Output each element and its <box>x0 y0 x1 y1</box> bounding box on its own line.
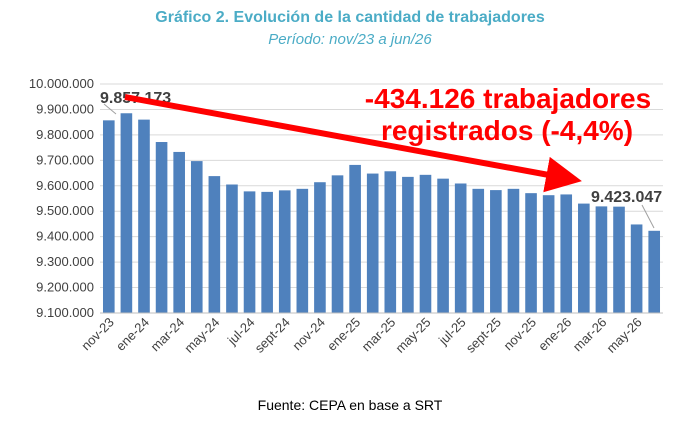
bar <box>314 182 326 313</box>
x-tick-label: ene-24 <box>113 315 152 354</box>
bar <box>243 191 256 313</box>
bar <box>595 206 608 313</box>
x-tick-label: sept-24 <box>252 315 293 356</box>
y-tick-label: 9.700.000 <box>36 152 94 167</box>
bar <box>507 188 520 313</box>
bars <box>102 113 661 313</box>
chart-title: Gráfico 2. Evolución de la cantidad de t… <box>155 9 545 26</box>
last-label-leader <box>641 204 655 229</box>
bar <box>560 194 573 313</box>
bar <box>190 161 203 313</box>
x-tick-label: ene-26 <box>535 315 574 354</box>
bar <box>490 190 502 313</box>
bar <box>613 206 625 313</box>
x-tick-label: mar-26 <box>570 315 610 355</box>
bar <box>261 191 273 313</box>
bar <box>384 171 397 313</box>
bar <box>454 183 467 313</box>
x-tick-label: may-25 <box>392 315 433 356</box>
bar <box>349 164 361 313</box>
x-tick-label: mar-25 <box>359 315 399 355</box>
bar <box>278 190 291 313</box>
decline-callout-line1: -434.126 trabajadores <box>365 83 651 114</box>
bar <box>648 230 661 313</box>
bar <box>208 176 221 313</box>
x-tick-label: nov-25 <box>500 315 539 354</box>
bar <box>525 193 537 313</box>
y-tick-label: 9.200.000 <box>36 280 94 295</box>
y-tick-label: 9.500.000 <box>36 203 94 218</box>
bar <box>419 174 432 313</box>
y-tick-label: 9.400.000 <box>36 229 94 244</box>
bar <box>331 175 344 313</box>
first-label-leader <box>103 103 117 115</box>
bar <box>472 188 485 313</box>
decline-arrow <box>124 94 582 193</box>
x-tick-label: nov-23 <box>78 315 117 354</box>
y-tick-label: 9.300.000 <box>36 254 94 269</box>
last-value-label: 9.423.047 <box>591 189 662 206</box>
chart-subtitle: Período: nov/23 a jun/26 <box>268 31 432 48</box>
y-tick-label: 10.000.000 <box>29 76 94 91</box>
x-tick-label: mar-24 <box>148 315 188 355</box>
source-note: Fuente: CEPA en base a SRT <box>257 397 443 413</box>
x-tick-label: nov-24 <box>289 315 328 354</box>
bar <box>630 224 643 313</box>
y-tick-label: 9.100.000 <box>36 305 94 320</box>
bar <box>155 142 168 313</box>
bar <box>173 151 185 313</box>
y-tick-label: 9.800.000 <box>36 127 94 142</box>
x-tick-label: may-24 <box>181 315 222 356</box>
bar <box>542 195 555 313</box>
bar <box>402 176 414 313</box>
decline-callout-line2: registrados (-4,4%) <box>381 115 633 146</box>
y-tick-label: 9.900.000 <box>36 101 94 116</box>
bar <box>437 178 449 313</box>
bar <box>138 119 150 313</box>
bar <box>226 184 238 313</box>
x-tick-label: may-26 <box>603 315 644 356</box>
bar <box>102 120 115 313</box>
x-tick-label: sept-25 <box>463 315 504 356</box>
x-tick-label: ene-25 <box>324 315 363 354</box>
y-tick-label: 9.600.000 <box>36 178 94 193</box>
bar <box>578 203 590 313</box>
bar <box>366 173 379 313</box>
bar <box>296 188 309 313</box>
bar <box>120 113 133 313</box>
y-axis: 9.100.000 9.200.000 9.300.000 9.400.000 9.50… <box>29 76 94 320</box>
